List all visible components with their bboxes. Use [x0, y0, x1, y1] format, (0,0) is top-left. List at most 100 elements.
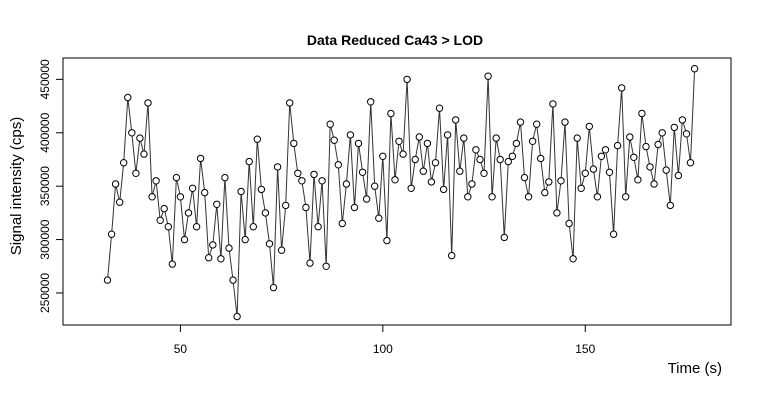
data-point: [537, 154, 545, 163]
data-point: [286, 99, 294, 107]
data-point: [391, 176, 399, 184]
data-point: [290, 139, 298, 148]
data-point: [585, 122, 593, 131]
data-point: [188, 184, 197, 193]
data-point: [658, 129, 666, 137]
data-point: [690, 65, 699, 73]
data-point: [111, 180, 120, 188]
data-point: [557, 177, 565, 185]
data-point: [338, 219, 346, 228]
data-point: [273, 163, 282, 171]
data-point: [553, 209, 561, 217]
data-point: [533, 120, 541, 128]
data-point: [549, 100, 557, 108]
data-point: [269, 283, 278, 292]
data-point: [601, 146, 610, 154]
data-point: [107, 230, 116, 238]
data-point: [245, 157, 253, 166]
data-point: [589, 165, 598, 173]
data-point: [253, 135, 261, 143]
data-point: [196, 154, 205, 163]
data-point: [427, 178, 436, 186]
data-point: [277, 246, 286, 254]
data-point: [411, 155, 419, 164]
data-point: [468, 180, 476, 188]
data-point: [642, 142, 650, 151]
y-axis: 250000 300000 350000 400000 450000: [38, 59, 63, 313]
data-point: [314, 223, 322, 231]
data-point: [326, 120, 334, 128]
data-point: [172, 173, 181, 182]
data-point: [565, 219, 573, 228]
data-point: [682, 130, 691, 138]
data-point: [379, 152, 387, 161]
data-point: [500, 233, 508, 242]
data-point: [435, 104, 444, 112]
data-point: [249, 223, 258, 231]
data-point: [638, 109, 646, 118]
data-point: [346, 131, 355, 139]
data-point: [124, 93, 132, 102]
data-point: [237, 187, 245, 196]
data-point: [140, 150, 148, 158]
data-point: [399, 150, 407, 158]
data-point: [209, 241, 217, 249]
data-point: [508, 152, 517, 161]
x-axis: 50 100 150: [174, 325, 596, 356]
data-point: [265, 240, 274, 248]
data-point: [205, 254, 213, 262]
data-point: [302, 203, 310, 212]
x-axis-label: Time (s): [668, 360, 722, 377]
data-point: [634, 176, 642, 184]
data-point: [613, 141, 622, 150]
data-point: [581, 169, 589, 178]
data-point: [670, 123, 678, 132]
data-point: [472, 146, 480, 154]
data-point: [528, 137, 537, 146]
data-point: [306, 259, 314, 267]
data-point: [241, 235, 249, 244]
data-point: [116, 198, 124, 206]
x-tick-label: 50: [174, 342, 188, 356]
chart-title: Data Reduced Ca43 > LOD: [307, 32, 483, 48]
data-point: [367, 98, 375, 106]
data-point: [221, 173, 229, 182]
data-point: [541, 188, 549, 197]
data-point: [371, 182, 379, 190]
x-tick-label: 150: [575, 342, 595, 356]
data-series: [103, 65, 699, 321]
data-point: [622, 193, 630, 201]
data-point: [148, 193, 156, 201]
data-point: [354, 139, 363, 148]
data-point: [597, 152, 606, 161]
data-point: [686, 159, 695, 167]
data-point: [318, 177, 326, 185]
data-point: [176, 193, 185, 201]
data-point: [403, 75, 411, 84]
data-point: [282, 201, 290, 210]
data-point: [480, 169, 488, 178]
data-point: [298, 177, 306, 185]
y-tick-label: 450000: [38, 59, 52, 99]
data-point: [362, 195, 371, 203]
data-point: [233, 312, 241, 321]
data-point: [334, 161, 342, 169]
data-point: [350, 203, 359, 212]
data-point: [674, 171, 683, 180]
data-point: [460, 134, 468, 142]
data-point: [609, 230, 618, 238]
data-point: [496, 155, 504, 164]
data-point: [217, 255, 225, 263]
data-point: [407, 184, 415, 193]
data-point: [545, 178, 553, 186]
data-point: [330, 136, 338, 144]
data-point: [520, 173, 529, 182]
y-axis-label: Signal intensity (cps): [8, 117, 25, 255]
data-point: [294, 169, 302, 178]
y-tick-label: 400000: [38, 112, 52, 152]
data-point: [423, 139, 432, 148]
data-point: [310, 170, 318, 179]
data-point: [132, 169, 140, 178]
data-point: [395, 137, 403, 146]
